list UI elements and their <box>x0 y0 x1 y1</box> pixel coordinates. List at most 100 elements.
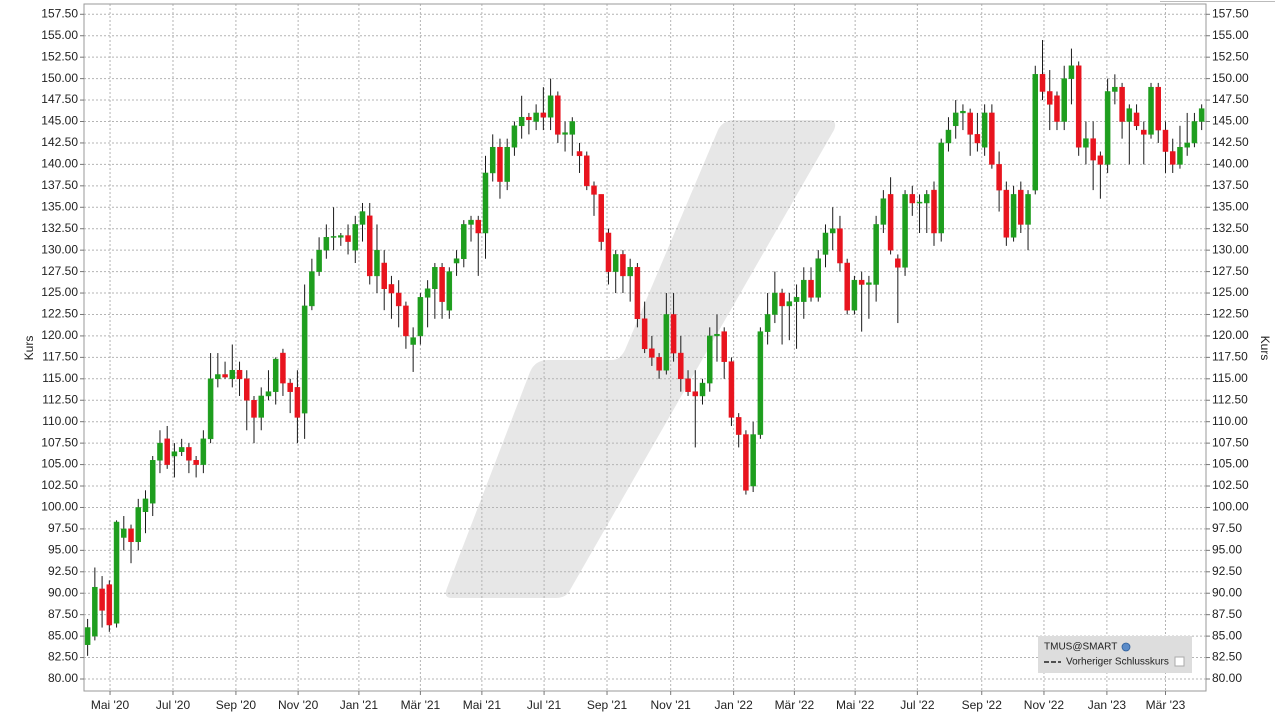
candle-body <box>504 146 510 182</box>
y-tick-label: 110.00 <box>42 414 78 428</box>
y2-tick-label: 117.50 <box>1212 350 1248 364</box>
y-tick-label: 135.00 <box>41 199 78 213</box>
candle-body <box>837 228 843 264</box>
candle-body <box>945 129 952 144</box>
candle-body <box>692 391 699 397</box>
candle-body <box>410 337 416 345</box>
candle-body <box>1018 189 1024 225</box>
x-tick-label: Mai '22 <box>836 698 875 712</box>
candle-body <box>1097 155 1104 165</box>
legend-checkbox[interactable] <box>1174 656 1185 667</box>
candle-body <box>555 95 561 135</box>
globe-icon <box>1121 642 1131 652</box>
y-tick-label: 95.00 <box>48 543 78 557</box>
candle-body <box>1068 65 1075 79</box>
candle-body <box>569 121 576 135</box>
y2-tick-label: 92.50 <box>1212 564 1242 578</box>
candle-body <box>735 417 742 435</box>
candle-body <box>316 249 322 272</box>
x-tick-label: Nov '20 <box>278 698 319 712</box>
legend: TMUS@SMART Vorheriger Schlusskurs <box>1038 636 1192 673</box>
y-tick-label: 127.50 <box>41 264 78 278</box>
y2-tick-label: 135.00 <box>1212 199 1249 213</box>
y-tick-label: 132.50 <box>41 221 78 235</box>
candle-body <box>1184 142 1190 148</box>
plot-area <box>445 120 836 598</box>
candle-body <box>265 391 272 397</box>
y-tick-label: 137.50 <box>41 178 78 192</box>
x-tick-label: Jan '23 <box>1088 698 1127 712</box>
candle-body <box>764 314 771 332</box>
candle-body <box>706 335 713 384</box>
candle-body <box>801 279 807 302</box>
y2-tick-label: 112.50 <box>1212 392 1248 406</box>
y-tick-label: 112.50 <box>42 392 78 406</box>
y-tick-label: 82.50 <box>48 650 78 664</box>
candle-body <box>301 305 308 414</box>
candle-body <box>359 211 366 225</box>
candle-body <box>236 369 243 380</box>
y-tick-label: 142.50 <box>41 135 78 149</box>
candle-body <box>439 267 445 302</box>
x-tick-label: Mai '21 <box>463 698 502 712</box>
y2-tick-label: 140.00 <box>1212 157 1249 171</box>
candle-body <box>960 110 966 114</box>
candle-body <box>866 282 872 285</box>
candle-body <box>895 258 901 268</box>
x-tick-label: Jul '22 <box>900 698 935 712</box>
candle-body <box>1003 189 1010 238</box>
candle-body <box>728 361 735 418</box>
y-tick-label: 122.50 <box>41 307 78 321</box>
watermark <box>445 120 836 598</box>
candle-body <box>113 521 120 624</box>
candle-body <box>453 258 460 264</box>
y2-tick-label: 105.00 <box>1212 457 1249 471</box>
candle-body <box>446 271 453 311</box>
candle-body <box>526 116 532 121</box>
candle-body <box>272 358 279 392</box>
candle-body <box>1054 95 1060 122</box>
candle-body <box>533 112 539 122</box>
candle-body <box>280 352 286 384</box>
y2-tick-label: 87.50 <box>1212 607 1242 621</box>
legend-box <box>1038 636 1192 673</box>
x-tick-label: Sep '21 <box>587 698 628 712</box>
candle-body <box>750 434 756 487</box>
candle-body <box>403 305 409 337</box>
y2-tick-label: 152.50 <box>1212 49 1249 63</box>
candle-body <box>1148 86 1154 135</box>
x-tick-label: Jul '20 <box>156 698 191 712</box>
candles <box>84 40 1205 656</box>
candle-body <box>142 498 149 512</box>
candle-body <box>952 112 959 127</box>
candle-body <box>84 627 91 645</box>
x-tick-label: Mär '23 <box>1146 698 1186 712</box>
candle-body <box>366 215 373 277</box>
x-tick-label: Jan '21 <box>340 698 379 712</box>
y-tick-label: 102.50 <box>41 478 78 492</box>
candle-body <box>931 189 937 234</box>
candle-body <box>258 395 264 418</box>
y-tick-label: 147.50 <box>41 92 78 106</box>
candle-body <box>518 116 525 127</box>
candle-body <box>424 288 431 298</box>
candle-body <box>178 447 185 452</box>
y2-tick-label: 82.50 <box>1212 650 1242 664</box>
candle-body <box>251 399 257 418</box>
candle-body <box>432 267 438 289</box>
candle-body <box>106 584 113 626</box>
y2-tick-label: 127.50 <box>1212 264 1249 278</box>
candle-body <box>1198 108 1205 122</box>
candle-body <box>858 279 865 285</box>
candle-body <box>1112 86 1118 92</box>
y-tick-label: 150.00 <box>41 71 78 85</box>
candle-body <box>996 164 1002 191</box>
candle-body <box>981 112 988 148</box>
candle-body <box>475 219 482 234</box>
y-axis-label: Kurs <box>22 336 36 361</box>
candle-body <box>468 219 474 225</box>
candle-body <box>605 232 612 272</box>
candle-body <box>620 254 626 277</box>
candle-body <box>714 333 720 337</box>
y-tick-label: 157.50 <box>41 6 78 20</box>
